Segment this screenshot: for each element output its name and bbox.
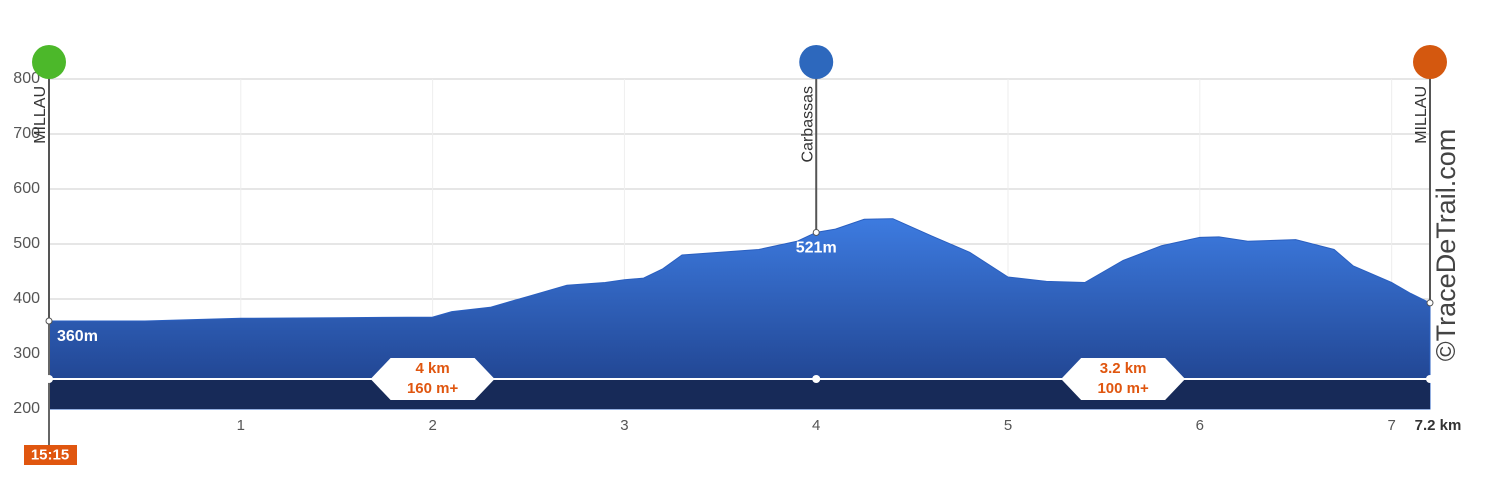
section-gain: 100 m+ <box>1097 380 1149 397</box>
watermark: ©TraceDeTrail.com <box>1431 129 1461 361</box>
section-gain: 160 m+ <box>407 380 459 397</box>
x-tick-label: 7 <box>1387 417 1395 434</box>
y-tick-label: 600 <box>13 180 40 197</box>
y-tick-label: 700 <box>13 125 40 142</box>
x-tick-label: 7.2 km <box>1415 417 1462 434</box>
waypoint-dot <box>1426 299 1434 307</box>
section-dot <box>45 375 53 383</box>
y-tick-label: 800 <box>13 70 40 87</box>
x-tick-label: 4 <box>812 417 820 434</box>
waypoint-icon <box>32 45 66 79</box>
section-distance: 4 km <box>416 360 450 377</box>
waypoint-dot <box>45 317 53 325</box>
y-tick-label: 200 <box>13 400 40 417</box>
elevation-label: 521m <box>796 240 837 257</box>
waypoint-name: Carbassas <box>799 86 816 162</box>
waypoint-name: MILLAU <box>1413 86 1430 144</box>
y-tick-label: 400 <box>13 290 40 307</box>
time-badge <box>24 445 77 465</box>
y-tick-label: 300 <box>13 345 40 362</box>
x-tick-label: 6 <box>1196 417 1204 434</box>
x-tick-label: 5 <box>1004 417 1012 434</box>
elevation-label: 360m <box>57 328 98 345</box>
waypoint-dot <box>812 228 820 236</box>
section-badge <box>370 358 495 400</box>
waypoint-name: MILLAU <box>32 86 49 144</box>
section-badge <box>1061 358 1186 400</box>
x-tick-label: 3 <box>620 417 628 434</box>
section-band <box>49 379 1430 409</box>
y-tick-label: 500 <box>13 235 40 252</box>
x-tick-label: 2 <box>428 417 436 434</box>
waypoint-icon <box>799 45 834 79</box>
section-dot <box>812 375 821 383</box>
start-time: 15:15 <box>31 446 69 463</box>
section-distance: 3.2 km <box>1100 360 1147 377</box>
x-tick-label: 1 <box>237 417 245 434</box>
waypoint-icon <box>1413 45 1447 79</box>
section-dot <box>1426 375 1434 383</box>
